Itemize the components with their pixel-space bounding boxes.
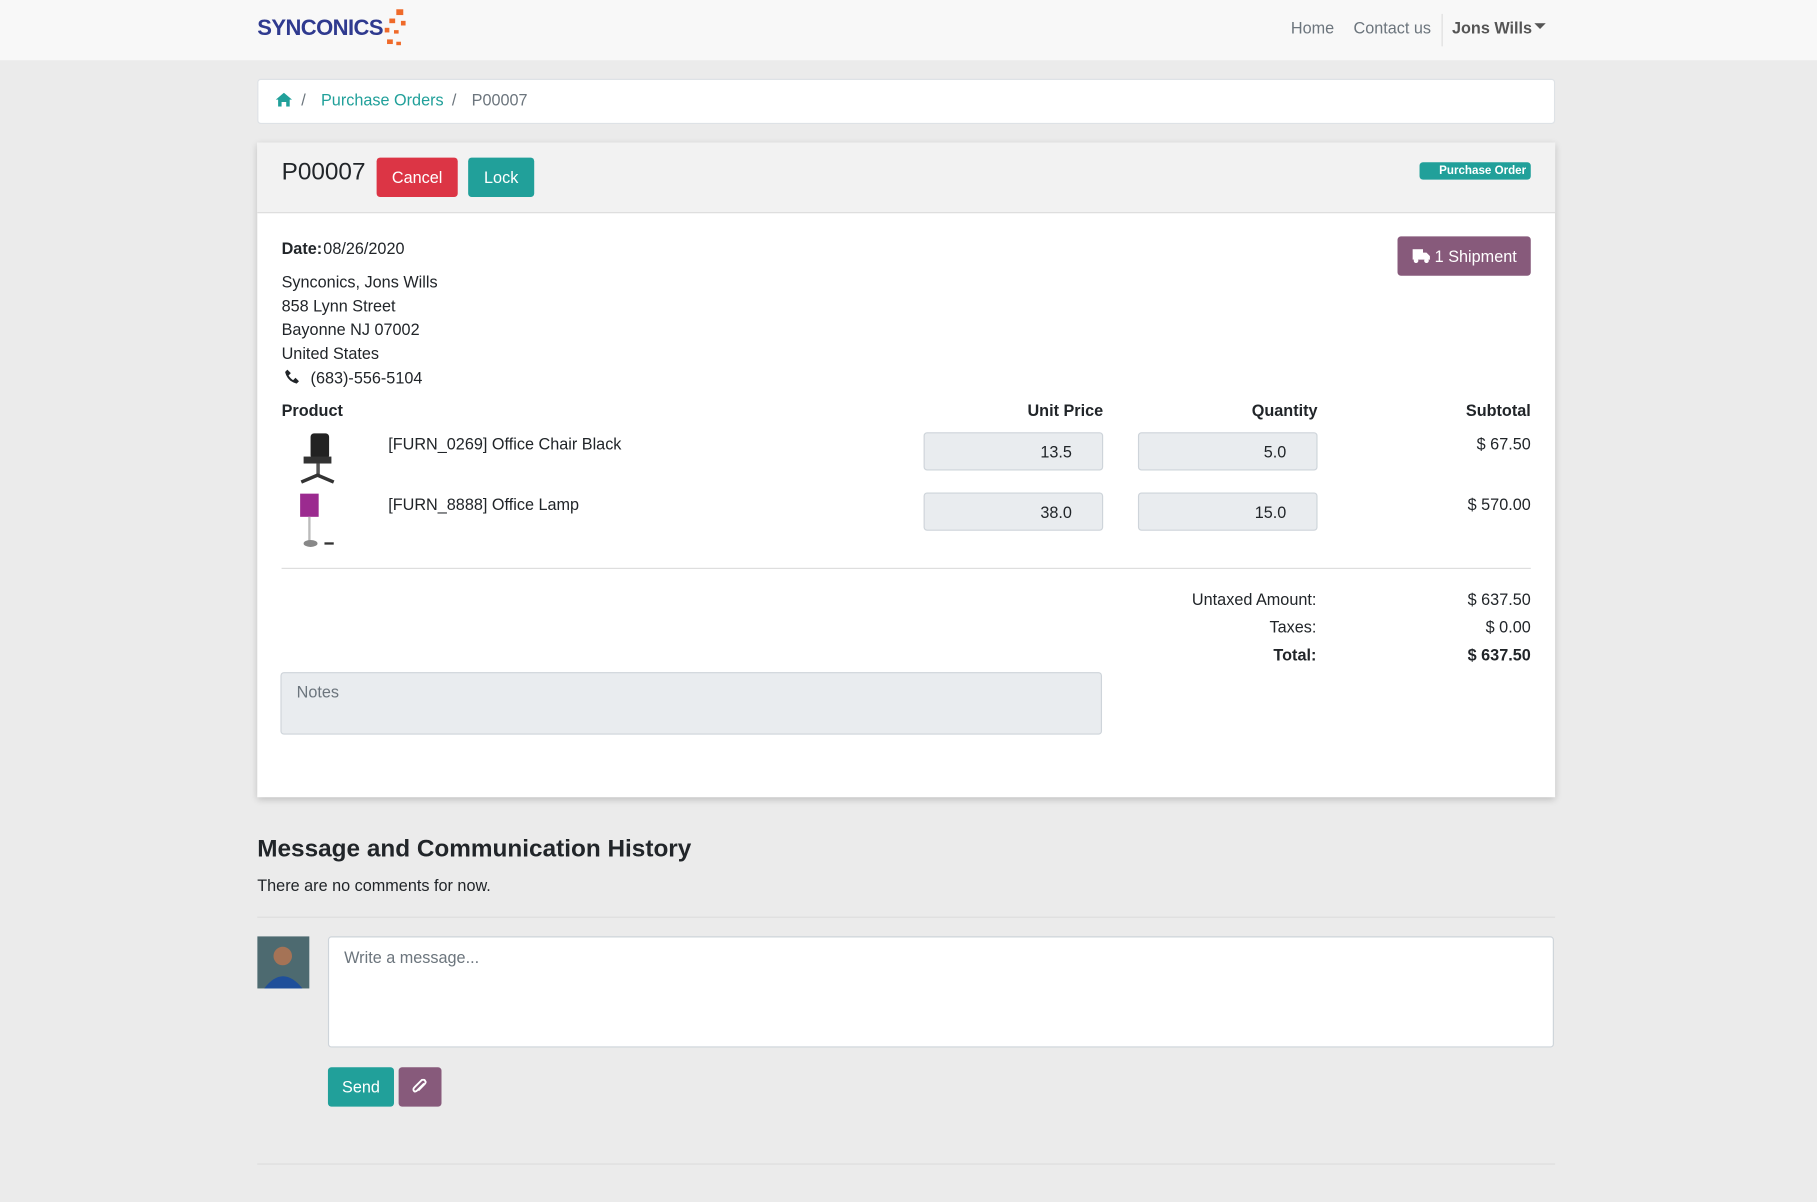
divider (281, 567, 1531, 569)
qty-input[interactable]: 15.0 (1137, 492, 1318, 531)
breadcrumb-link[interactable]: Purchase Orders (320, 90, 444, 109)
order-name: P00007 (281, 158, 366, 186)
address-line: Synconics, Jons Wills (281, 272, 438, 291)
cancel-button[interactable]: Cancel (376, 157, 458, 197)
breadcrumb-sep: / (301, 90, 306, 109)
brand-icon (384, 9, 406, 46)
th: Quantity (1251, 400, 1318, 420)
subtotal: $ 570.00 (1467, 494, 1531, 514)
lock-button[interactable]: Lock (468, 157, 535, 197)
th: Subtotal (1465, 400, 1531, 420)
total-value: $ 0.00 (1485, 617, 1531, 637)
breadcrumb (257, 78, 1556, 124)
truck-icon (1412, 249, 1430, 264)
th: Product (281, 400, 343, 420)
qty-input[interactable]: 5.0 (1137, 432, 1318, 471)
paperclip-icon (412, 1078, 427, 1093)
breadcrumb-current: P00007 (471, 90, 528, 109)
date: 08/26/2020 (323, 238, 405, 258)
date-label: Date: (281, 238, 323, 258)
address-line: 858 Lynn Street (281, 296, 396, 316)
send-button[interactable]: Send (327, 1067, 394, 1107)
caret (1534, 23, 1546, 29)
user-menu[interactable]: Jons Wills (1451, 18, 1533, 38)
divider (257, 1163, 1556, 1165)
product-name: [FURN_8888] Office Lamp (388, 494, 580, 514)
history-title: Message and Communication History (257, 835, 692, 863)
phone-icon (285, 369, 299, 384)
nav-link[interactable]: Contact us (1353, 18, 1432, 38)
navbar (0, 0, 1817, 61)
avatar (257, 936, 310, 989)
lamp-image (300, 493, 334, 547)
divider (257, 916, 1556, 918)
subtotal: $ 67.50 (1476, 434, 1531, 454)
home-icon[interactable] (275, 92, 293, 107)
nav-link[interactable]: Home (1290, 18, 1335, 38)
price-input[interactable]: 13.5 (923, 432, 1104, 471)
badge: Purchase Order (1419, 162, 1531, 180)
breadcrumb-sep: / (451, 90, 457, 109)
brand[interactable]: SYNCONICS (257, 16, 383, 41)
phone: (683)-556-5104 (310, 368, 423, 388)
total-label: Total: (1273, 645, 1317, 664)
chair-image (300, 433, 335, 484)
total-value: $ 637.50 (1467, 589, 1531, 609)
shipment-button[interactable]: 1 Shipment (1397, 236, 1531, 276)
th: Unit Price (1027, 400, 1104, 420)
total-label: Taxes: (1269, 617, 1317, 637)
total-value: $ 637.50 (1467, 645, 1531, 664)
separator (1441, 13, 1443, 47)
address-line: United States (281, 344, 380, 363)
notes-field[interactable]: Notes (280, 672, 1103, 735)
address-line: Bayonne NJ 07002 (281, 319, 420, 339)
product-name: [FURN_0269] Office Chair Black (388, 434, 622, 454)
total-label: Untaxed Amount: (1191, 589, 1317, 609)
message-input[interactable]: Write a message... (327, 936, 1554, 1048)
price-input[interactable]: 38.0 (923, 492, 1104, 531)
history-empty: There are no comments for now. (257, 876, 491, 895)
